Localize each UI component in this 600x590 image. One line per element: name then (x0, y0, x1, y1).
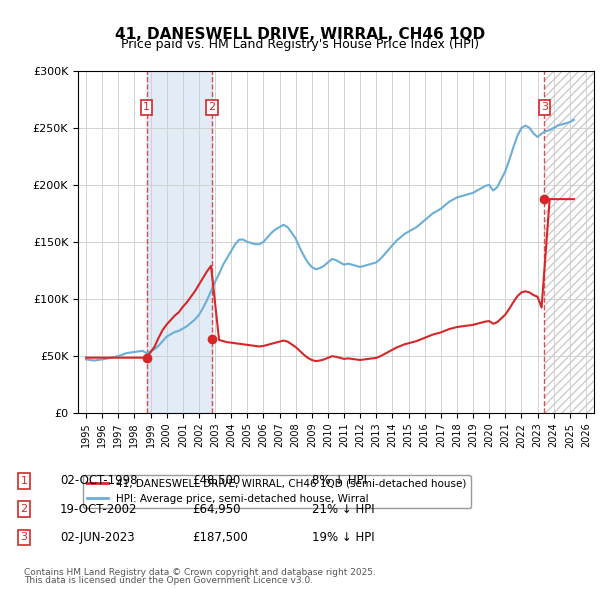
Text: 02-OCT-1998: 02-OCT-1998 (60, 474, 137, 487)
Text: £187,500: £187,500 (192, 531, 248, 544)
Text: 1: 1 (20, 476, 28, 486)
Text: £48,500: £48,500 (192, 474, 240, 487)
Text: 2: 2 (208, 102, 215, 112)
Text: 19% ↓ HPI: 19% ↓ HPI (312, 531, 374, 544)
Text: 1: 1 (143, 102, 150, 112)
Text: Contains HM Land Registry data © Crown copyright and database right 2025.: Contains HM Land Registry data © Crown c… (24, 568, 376, 577)
Bar (544, 71, 594, 413)
Text: 3: 3 (20, 533, 28, 542)
Text: 3: 3 (541, 102, 548, 112)
Legend: 41, DANESWELL DRIVE, WIRRAL, CH46 1QD (semi-detached house), HPI: Average price,: 41, DANESWELL DRIVE, WIRRAL, CH46 1QD (s… (83, 474, 471, 508)
Text: 19-OCT-2002: 19-OCT-2002 (60, 503, 137, 516)
Text: 21% ↓ HPI: 21% ↓ HPI (312, 503, 374, 516)
Text: Price paid vs. HM Land Registry's House Price Index (HPI): Price paid vs. HM Land Registry's House … (121, 38, 479, 51)
Text: £64,950: £64,950 (192, 503, 241, 516)
Bar (146, 71, 212, 413)
Text: This data is licensed under the Open Government Licence v3.0.: This data is licensed under the Open Gov… (24, 576, 313, 585)
Bar (544, 71, 594, 413)
Text: 02-JUN-2023: 02-JUN-2023 (60, 531, 134, 544)
Text: 2: 2 (20, 504, 28, 514)
Text: 8% ↓ HPI: 8% ↓ HPI (312, 474, 367, 487)
Text: 41, DANESWELL DRIVE, WIRRAL, CH46 1QD: 41, DANESWELL DRIVE, WIRRAL, CH46 1QD (115, 27, 485, 41)
